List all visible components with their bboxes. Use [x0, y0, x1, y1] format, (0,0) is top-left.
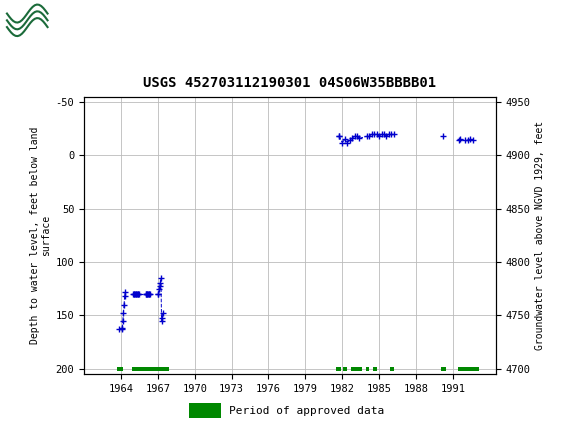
Bar	[117, 367, 124, 371]
Bar	[373, 367, 376, 371]
Text: USGS: USGS	[49, 12, 109, 31]
Y-axis label: Groundwater level above NGVD 1929, feet: Groundwater level above NGVD 1929, feet	[535, 121, 545, 350]
Text: USGS 452703112190301 04S06W35BBBB01: USGS 452703112190301 04S06W35BBBB01	[143, 76, 437, 90]
Bar	[132, 367, 169, 371]
Bar	[458, 367, 478, 371]
Bar	[365, 367, 369, 371]
Text: Period of approved data: Period of approved data	[229, 405, 385, 416]
FancyBboxPatch shape	[6, 3, 96, 42]
Bar	[343, 367, 347, 371]
Bar	[351, 367, 362, 371]
Bar	[441, 367, 445, 371]
Bar	[336, 367, 341, 371]
Y-axis label: Depth to water level, feet below land
surface: Depth to water level, feet below land su…	[30, 127, 52, 344]
Bar	[188, 403, 221, 418]
Bar	[390, 367, 394, 371]
